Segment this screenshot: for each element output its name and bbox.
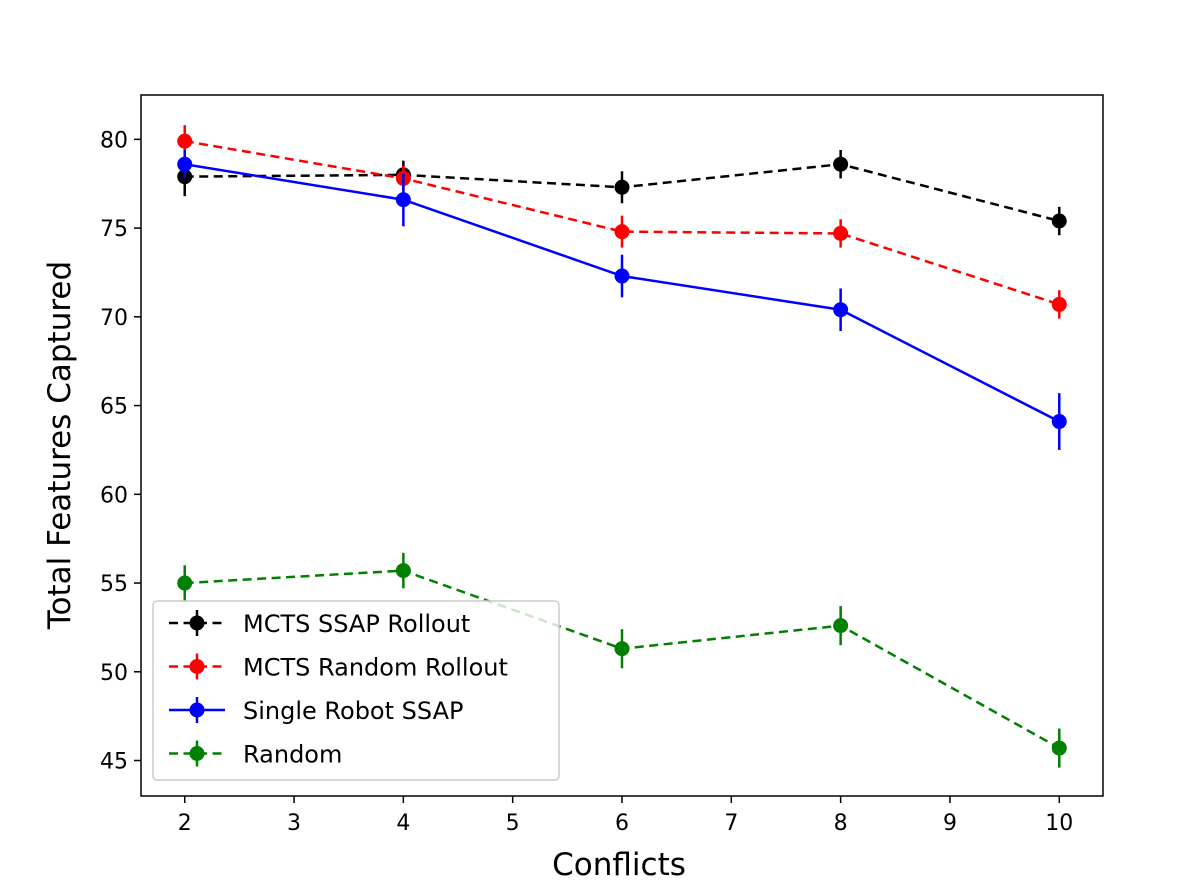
legend-label: MCTS SSAP Rollout [243,610,470,638]
x-tick-label: 3 [287,811,301,836]
legend-swatch-marker [189,702,205,718]
y-tick-label: 75 [100,217,128,242]
legend-entry: MCTS Random Rollout [169,653,508,682]
y-axis-title: Total Features Captured [42,261,78,630]
legend-swatch-marker [189,746,205,761]
data-point [833,302,849,318]
data-point [833,225,849,241]
data-point [614,224,630,240]
data-point [1051,740,1067,756]
data-point [1051,213,1067,229]
series-3 [177,552,1067,768]
legend-frame [152,600,560,781]
y-tick-label: 55 [100,572,128,597]
legend-swatch-marker [189,659,205,674]
data-point [1051,414,1067,430]
data-point [177,133,193,149]
y-tick-label: 80 [100,128,128,153]
data-point [614,641,630,657]
legend-swatch-marker [189,615,205,631]
x-tick-label: 9 [943,811,957,836]
x-tick-label: 6 [615,811,629,836]
y-tick-label: 65 [100,395,128,420]
data-point [177,575,193,591]
data-point [833,156,849,172]
y-tick-label: 45 [100,750,128,775]
legend-label: MCTS Random Rollout [243,654,508,682]
y-tick-label: 50 [100,661,128,686]
x-tick-label: 8 [834,811,848,836]
data-point [177,156,193,172]
x-tick-label: 2 [178,811,192,836]
legend-entry: Random [169,740,342,769]
data-point [1051,296,1067,312]
legend: MCTS SSAP Rollout MCTS Random Rollout Sing… [152,600,560,781]
data-point [614,179,630,195]
legend-entry: MCTS SSAP Rollout [169,610,470,638]
x-tick-label: 7 [724,811,738,836]
legend-entry: Single Robot SSAP [169,697,463,725]
series-line [184,139,1060,306]
data-point [395,192,411,208]
x-tick-label: 4 [396,811,410,836]
x-tick-label: 5 [506,811,520,836]
x-axis-title: Conflicts [552,847,686,883]
y-tick-label: 60 [100,483,128,508]
legend-label: Single Robot SSAP [243,697,463,725]
data-point [395,563,411,579]
y-tick-label: 70 [100,306,128,331]
series-2 [177,150,1067,450]
data-point [833,618,849,634]
legend-label: Random [243,741,342,769]
x-tick-label: 10 [1045,811,1073,836]
x-axis: 2 3 4 5 6 7 8 9 10 [178,796,1073,836]
y-axis: 45 50 55 60 65 70 75 80 [100,128,141,775]
data-point [614,268,630,284]
